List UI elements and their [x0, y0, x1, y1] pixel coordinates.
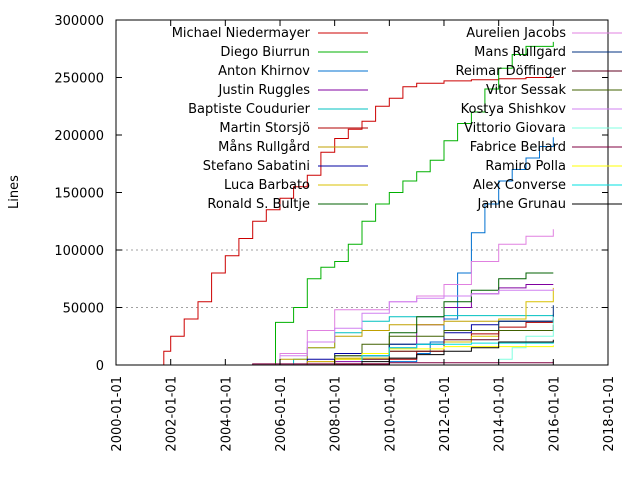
series-line-20: [334, 339, 554, 366]
legend-label: Måns Rullgård: [218, 140, 310, 155]
axis-ticks: 0 50000 100000 150000 200000 250000 300000 2000…: [54, 14, 617, 452]
x-tick-label: 2018-01-01: [602, 376, 617, 452]
legend-label: Stefano Sabatini: [203, 159, 310, 174]
x-tick-label: 2006-01-01: [274, 376, 289, 452]
x-tick-label: 2008-01-01: [329, 376, 344, 452]
y-tick-label: 200000: [54, 129, 104, 144]
series-line-1: [158, 76, 554, 366]
legend-label: Vitor Sessak: [486, 83, 567, 98]
legend-label: Ramiro Polla: [485, 159, 566, 174]
legend-label: Alex Converse: [473, 178, 566, 193]
legend-label: Justin Ruggles: [217, 83, 310, 98]
legend-label: Vittorio Giovara: [464, 121, 566, 136]
series-line-2: [273, 41, 554, 366]
legend-label: Aurelien Jacobs: [466, 26, 566, 41]
y-tick-label: 150000: [54, 187, 104, 202]
y-tick-label: 0: [96, 359, 104, 374]
x-tick-label: 2014-01-01: [493, 376, 508, 452]
x-tick-label: 2004-01-01: [219, 376, 234, 452]
series-line-7: [252, 320, 554, 366]
x-tick-label: 2012-01-01: [438, 376, 453, 452]
legend-label: Luca Barbato: [224, 178, 310, 193]
legend-label: Diego Biurrun: [220, 45, 310, 60]
legend: Michael Niedermayer Diego Biurrun Anton Kh…: [172, 26, 622, 212]
series-line-15: [252, 289, 554, 366]
x-tick-label: 2010-01-01: [383, 376, 398, 452]
legend-label: Anton Khirnov: [218, 64, 310, 79]
legend-label: Michael Niedermayer: [172, 26, 311, 41]
series-line-16: [471, 316, 554, 366]
y-tick-label: 50000: [63, 302, 104, 317]
legend-label: Martin Storsjö: [219, 121, 310, 136]
y-tick-label: 300000: [54, 14, 104, 29]
x-tick-label: 2002-01-01: [165, 376, 180, 452]
y-tick-label: 100000: [54, 244, 104, 259]
legend-label: Reimar Döffinger: [455, 64, 566, 79]
series-lines: [116, 41, 554, 366]
y-axis-label: Lines: [7, 175, 22, 209]
grid-lines: [116, 249, 608, 308]
legend-label: Baptiste Coudurier: [188, 102, 311, 117]
legend-label: Janne Grunau: [476, 197, 566, 212]
x-tick-label: 2016-01-01: [547, 376, 562, 452]
legend-label: Mans Rullgard: [474, 45, 566, 60]
legend-label: Kostya Shishkov: [461, 102, 567, 117]
legend-label: Ronald S. Bultje: [207, 197, 310, 212]
legend-label: Fabrice Bellard: [470, 140, 566, 155]
x-tick-label: 2000-01-01: [110, 376, 125, 452]
y-tick-label: 250000: [54, 72, 104, 87]
